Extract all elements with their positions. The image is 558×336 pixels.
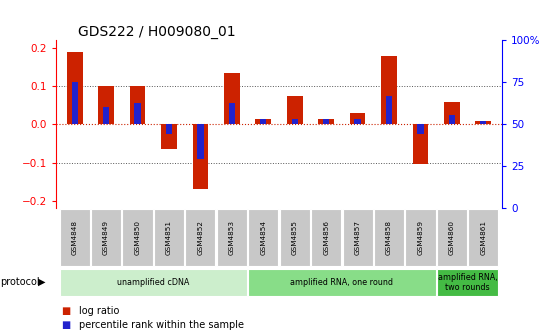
Text: GSM4855: GSM4855 [292, 220, 298, 255]
Bar [224, 73, 240, 124]
Bar [256, 119, 271, 124]
Bar [103, 107, 109, 124]
Text: unamplified cDNA: unamplified cDNA [117, 278, 190, 287]
Text: percentile rank within the sample: percentile rank within the sample [79, 320, 244, 330]
Bar [71, 82, 78, 124]
FancyBboxPatch shape [248, 269, 436, 296]
Bar [386, 96, 392, 124]
Bar [444, 102, 460, 124]
Text: GSM4852: GSM4852 [198, 220, 204, 255]
Text: GSM4850: GSM4850 [134, 220, 141, 255]
FancyBboxPatch shape [437, 269, 498, 296]
FancyBboxPatch shape [60, 210, 90, 266]
Bar [318, 119, 334, 124]
FancyBboxPatch shape [374, 210, 404, 266]
FancyBboxPatch shape [437, 210, 467, 266]
FancyBboxPatch shape [468, 210, 498, 266]
Text: GSM4858: GSM4858 [386, 220, 392, 255]
Text: GSM4849: GSM4849 [103, 220, 109, 255]
Text: ■: ■ [61, 306, 71, 316]
FancyBboxPatch shape [343, 210, 373, 266]
Bar [449, 115, 455, 124]
Text: GSM4861: GSM4861 [480, 220, 487, 255]
Bar [229, 103, 235, 124]
Bar [161, 124, 177, 149]
FancyBboxPatch shape [60, 269, 247, 296]
Text: GSM4859: GSM4859 [417, 220, 424, 255]
Text: GDS222 / H009080_01: GDS222 / H009080_01 [78, 25, 235, 39]
Bar [350, 113, 365, 124]
FancyBboxPatch shape [280, 210, 310, 266]
FancyBboxPatch shape [185, 210, 215, 266]
Text: amplified RNA, one round: amplified RNA, one round [290, 278, 393, 287]
Text: amplified RNA,
two rounds: amplified RNA, two rounds [438, 272, 497, 292]
Text: GSM4856: GSM4856 [323, 220, 329, 255]
FancyBboxPatch shape [217, 210, 247, 266]
FancyBboxPatch shape [122, 210, 153, 266]
Bar [417, 124, 424, 134]
FancyBboxPatch shape [91, 210, 121, 266]
FancyBboxPatch shape [248, 210, 278, 266]
Bar [292, 119, 298, 124]
Bar [287, 96, 302, 124]
Bar [166, 124, 172, 134]
Text: GSM4860: GSM4860 [449, 220, 455, 255]
Text: ■: ■ [61, 320, 71, 330]
Text: GSM4857: GSM4857 [354, 220, 360, 255]
Bar [134, 103, 141, 124]
Bar [480, 121, 487, 124]
Bar [354, 119, 360, 124]
Bar [475, 121, 491, 124]
Bar [198, 124, 204, 159]
Text: protocol: protocol [1, 277, 40, 287]
Bar [193, 124, 208, 189]
Text: GSM4848: GSM4848 [71, 220, 78, 255]
FancyBboxPatch shape [154, 210, 184, 266]
Bar [412, 124, 429, 164]
Bar [381, 55, 397, 124]
Bar [260, 119, 266, 124]
Bar [129, 86, 146, 124]
Bar [67, 52, 83, 124]
FancyBboxPatch shape [311, 210, 341, 266]
FancyBboxPatch shape [405, 210, 436, 266]
Text: ▶: ▶ [38, 277, 45, 287]
Text: GSM4854: GSM4854 [260, 220, 266, 255]
Text: GSM4853: GSM4853 [229, 220, 235, 255]
Bar [323, 119, 329, 124]
Text: GSM4851: GSM4851 [166, 220, 172, 255]
Bar [98, 86, 114, 124]
Text: log ratio: log ratio [79, 306, 119, 316]
